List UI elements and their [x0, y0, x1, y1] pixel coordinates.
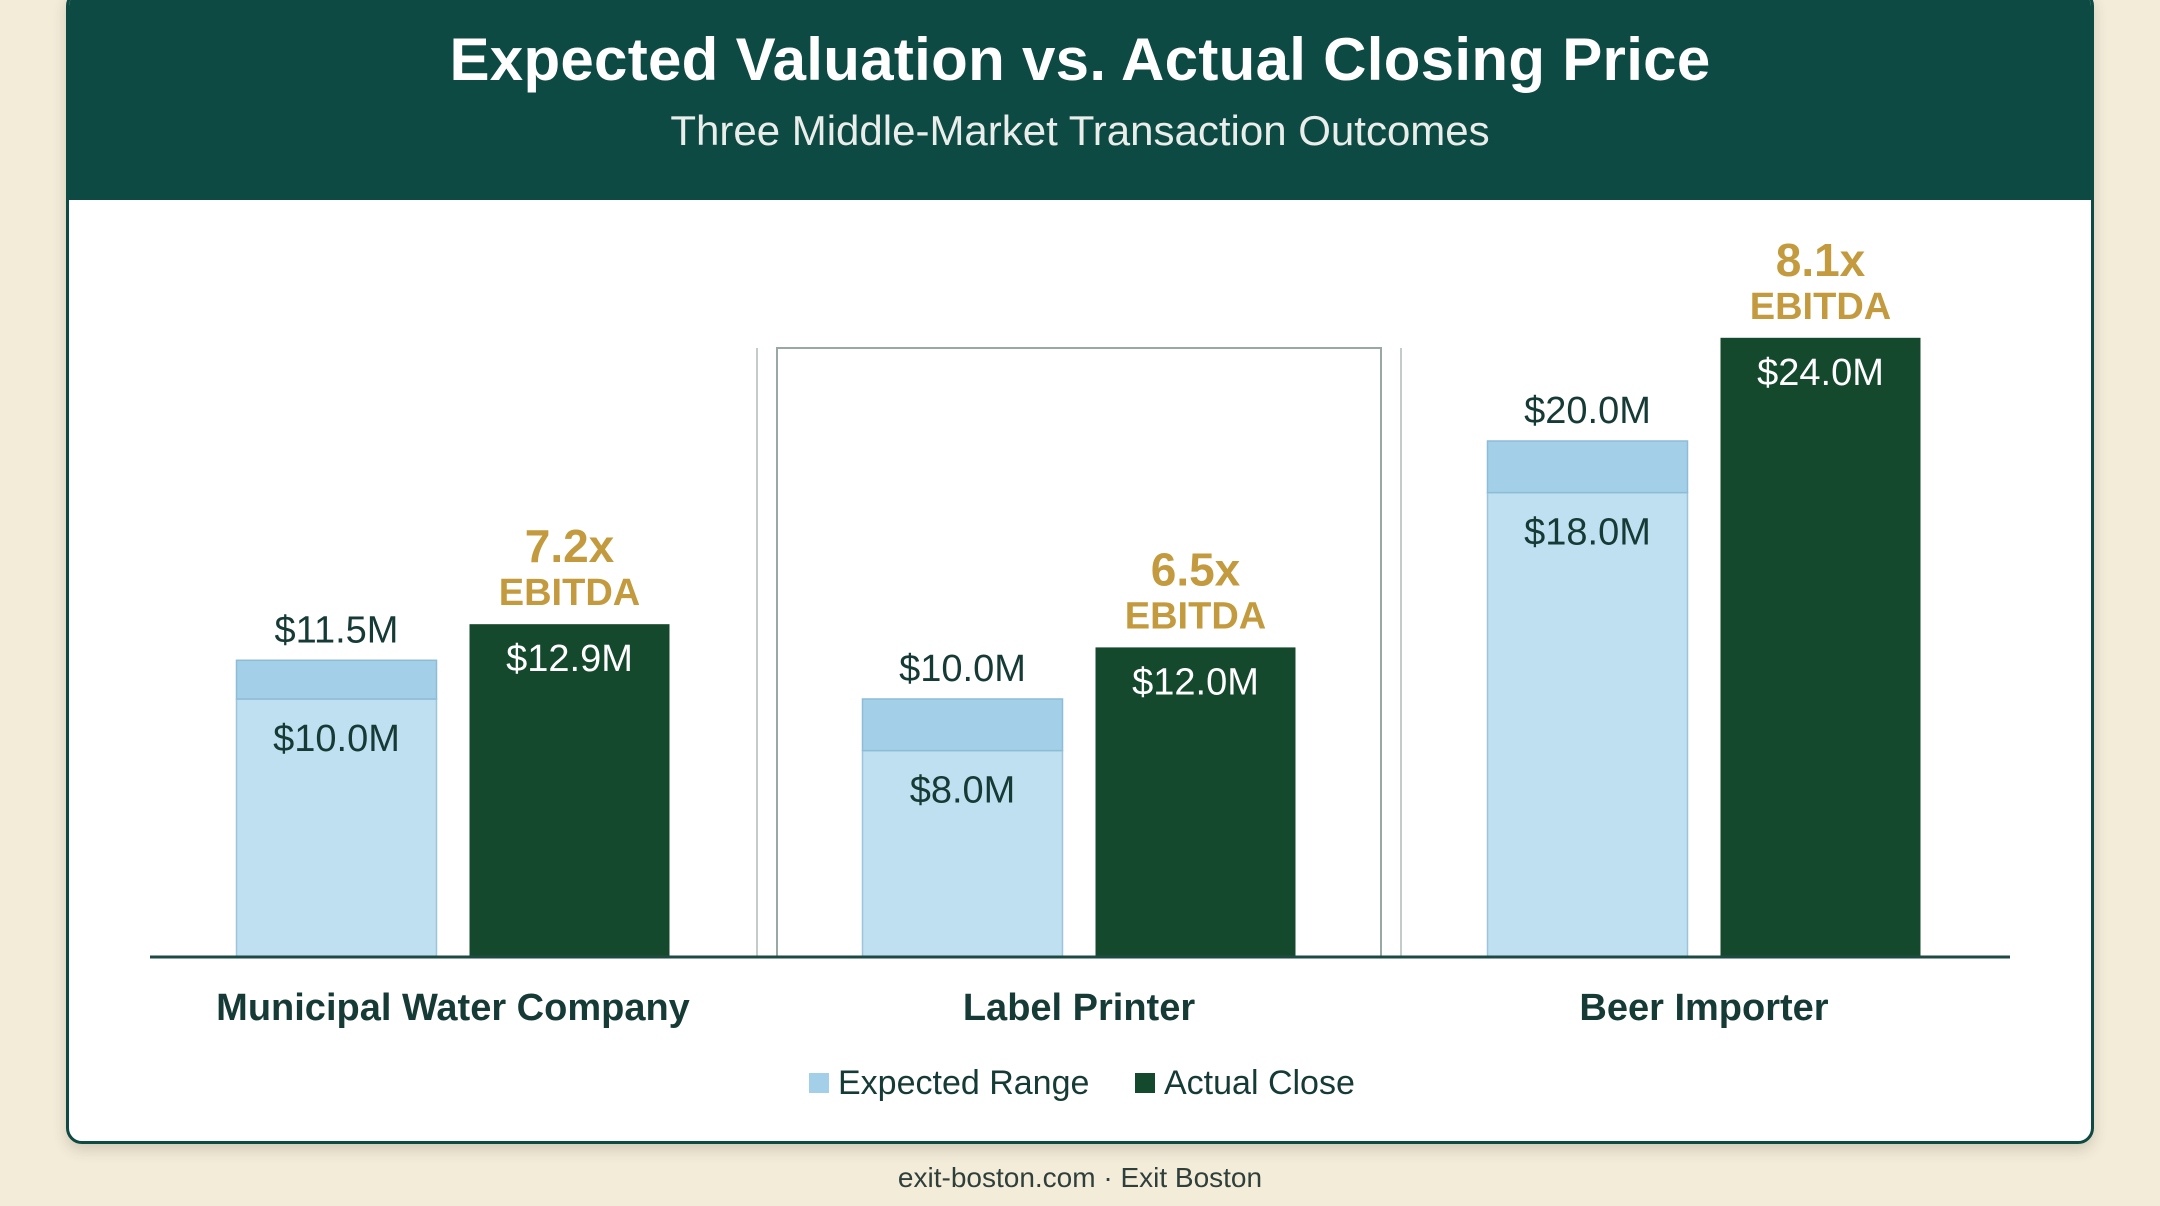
actual-value-label: $12.0M — [1132, 661, 1259, 703]
actual-bar — [1720, 337, 1921, 957]
actual-value-label: $24.0M — [1757, 352, 1884, 394]
multiple-label: 8.1x — [1776, 234, 1866, 286]
expected-bar — [235, 698, 438, 958]
legend-actual-label: Actual Close — [1164, 1064, 1355, 1102]
category-label: Municipal Water Company — [216, 987, 690, 1029]
legend: Expected Range Actual Close — [809, 1064, 1355, 1102]
multiple-label: 7.2x — [525, 520, 615, 572]
actual-value-label: $12.9M — [506, 638, 633, 680]
legend-actual-swatch — [1135, 1073, 1155, 1093]
chart-subtitle: Three Middle-Market Transaction Outcomes — [670, 107, 1490, 154]
expected-low-label: $8.0M — [910, 770, 1016, 812]
multiple-unit-label: EBITDA — [499, 572, 640, 614]
multiple-unit-label: EBITDA — [1750, 286, 1891, 328]
expected-low-label: $10.0M — [273, 718, 400, 760]
expected-range-band — [1486, 440, 1689, 494]
legend-expected-swatch — [809, 1073, 829, 1093]
expected-high-label: $10.0M — [899, 648, 1026, 690]
chart-header: Expected Valuation vs. Actual Closing Pr… — [69, 0, 2091, 200]
actual-bar — [469, 624, 670, 957]
expected-bar — [1486, 491, 1689, 958]
expected-high-label: $11.5M — [275, 609, 399, 651]
expected-bar — [861, 749, 1064, 958]
expected-range-band — [861, 698, 1064, 752]
expected-range-band — [235, 659, 438, 700]
chart-title: Expected Valuation vs. Actual Closing Pr… — [449, 26, 1711, 93]
legend-expected-label: Expected Range — [838, 1064, 1089, 1102]
expected-high-label: $20.0M — [1524, 390, 1651, 432]
actual-bar — [1095, 647, 1296, 957]
multiple-unit-label: EBITDA — [1125, 595, 1266, 637]
multiple-label: 6.5x — [1151, 543, 1241, 595]
category-label: Label Printer — [963, 987, 1195, 1029]
footer-credit: exit-boston.com · Exit Boston — [897, 1162, 1263, 1193]
expected-low-label: $18.0M — [1524, 512, 1651, 554]
category-label: Beer Importer — [1579, 987, 1828, 1029]
